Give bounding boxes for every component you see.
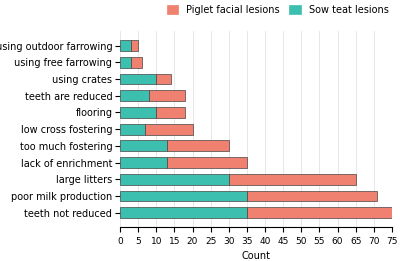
Bar (149, 90, 185, 101)
Bar (156, 74, 171, 85)
Bar (131, 57, 142, 68)
Bar (120, 140, 167, 151)
Bar (120, 191, 247, 201)
Bar (120, 40, 131, 51)
Bar (247, 191, 378, 201)
Bar (120, 74, 156, 85)
Bar (247, 207, 392, 218)
Bar (167, 157, 247, 168)
Bar (131, 40, 138, 51)
Bar (229, 174, 356, 185)
Bar (167, 140, 229, 151)
Bar (156, 107, 185, 118)
Bar (120, 157, 167, 168)
Bar (120, 57, 131, 68)
Bar (145, 124, 192, 135)
Bar (120, 90, 149, 101)
Bar (120, 174, 229, 185)
Bar (120, 124, 145, 135)
Bar (120, 107, 156, 118)
Bar (120, 207, 247, 218)
Legend: Piglet facial lesions, Sow teat lesions: Piglet facial lesions, Sow teat lesions (163, 1, 393, 19)
X-axis label: Count: Count (242, 251, 270, 261)
